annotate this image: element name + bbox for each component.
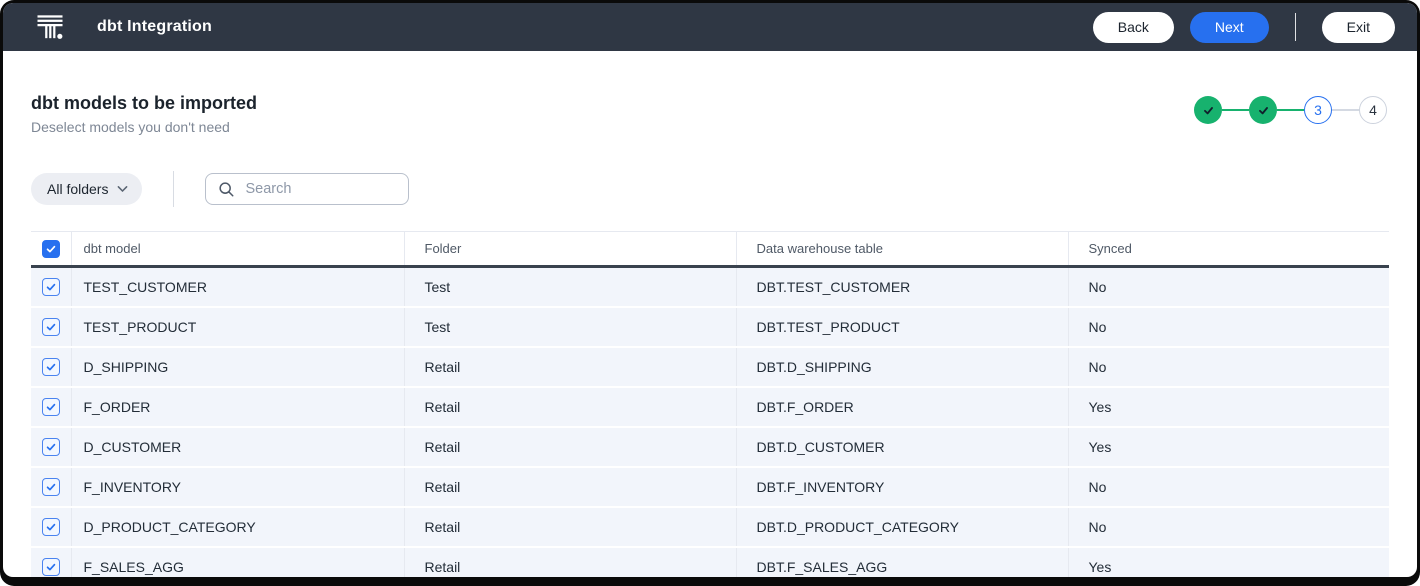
step-connector <box>1332 109 1359 111</box>
step-4-upcoming: 4 <box>1359 96 1387 124</box>
step-connector <box>1222 109 1249 111</box>
page-title: dbt models to be imported <box>31 91 257 115</box>
page-titles: dbt models to be imported Deselect model… <box>31 91 257 137</box>
step-3-active: 3 <box>1304 96 1332 124</box>
folder-filter-dropdown[interactable]: All folders <box>31 173 142 205</box>
search-box[interactable] <box>205 173 409 205</box>
table-header-row: dbt model Folder Data warehouse table Sy… <box>31 232 1389 267</box>
dbt-model-cell: D_PRODUCT_CATEGORY <box>71 507 404 547</box>
dbt-model-cell: TEST_PRODUCT <box>71 307 404 347</box>
filter-bar: All folders <box>31 171 1389 207</box>
column-header-dbt-model: dbt model <box>71 232 404 267</box>
app-header: dbt Integration Back Next Exit <box>3 3 1417 51</box>
warehouse-table-cell: DBT.D_SHIPPING <box>736 347 1068 387</box>
app-title: dbt Integration <box>97 18 212 36</box>
search-input[interactable] <box>245 181 396 197</box>
row-checkbox[interactable] <box>42 358 60 376</box>
dbt-model-cell: D_CUSTOMER <box>71 427 404 467</box>
table-body: TEST_CUSTOMER Test DBT.TEST_CUSTOMER No … <box>31 267 1389 578</box>
step-indicator: 3 4 <box>1194 96 1387 124</box>
filters-divider <box>173 171 174 207</box>
next-button[interactable]: Next <box>1190 12 1269 43</box>
warehouse-table-cell: DBT.TEST_PRODUCT <box>736 307 1068 347</box>
folder-cell: Retail <box>404 387 736 427</box>
synced-cell: Yes <box>1068 547 1389 578</box>
table-row: F_SALES_AGG Retail DBT.F_SALES_AGG Yes <box>31 547 1389 578</box>
folder-cell: Retail <box>404 347 736 387</box>
table-row: D_CUSTOMER Retail DBT.D_CUSTOMER Yes <box>31 427 1389 467</box>
row-checkbox[interactable] <box>42 558 60 576</box>
header-left: dbt Integration <box>35 12 212 42</box>
warehouse-table-cell: DBT.TEST_CUSTOMER <box>736 267 1068 307</box>
table-row: F_ORDER Retail DBT.F_ORDER Yes <box>31 387 1389 427</box>
dbt-model-cell: D_SHIPPING <box>71 347 404 387</box>
exit-button[interactable]: Exit <box>1322 12 1395 43</box>
warehouse-table-cell: DBT.D_PRODUCT_CATEGORY <box>736 507 1068 547</box>
table-row: D_SHIPPING Retail DBT.D_SHIPPING No <box>31 347 1389 387</box>
models-table: dbt model Folder Data warehouse table Sy… <box>31 231 1389 577</box>
table-header: dbt model Folder Data warehouse table Sy… <box>31 232 1389 267</box>
synced-cell: No <box>1068 307 1389 347</box>
header-divider <box>1295 13 1296 41</box>
chevron-down-icon <box>117 185 128 193</box>
step-1-complete <box>1194 96 1222 124</box>
synced-cell: Yes <box>1068 387 1389 427</box>
warehouse-table-cell: DBT.F_SALES_AGG <box>736 547 1068 578</box>
select-all-checkbox[interactable] <box>42 240 60 258</box>
synced-cell: No <box>1068 267 1389 307</box>
table-row: F_INVENTORY Retail DBT.F_INVENTORY No <box>31 467 1389 507</box>
synced-cell: No <box>1068 507 1389 547</box>
warehouse-table-cell: DBT.D_CUSTOMER <box>736 427 1068 467</box>
check-icon <box>1257 104 1270 117</box>
dbt-model-cell: F_SALES_AGG <box>71 547 404 578</box>
table-row: TEST_PRODUCT Test DBT.TEST_PRODUCT No <box>31 307 1389 347</box>
folder-filter-label: All folders <box>47 181 108 197</box>
step-connector <box>1277 109 1304 111</box>
table-row: TEST_CUSTOMER Test DBT.TEST_CUSTOMER No <box>31 267 1389 307</box>
column-header-warehouse-table: Data warehouse table <box>736 232 1068 267</box>
screenshot-frame: dbt Integration Back Next Exit dbt model… <box>0 0 1420 586</box>
page-head: dbt models to be imported Deselect model… <box>31 91 1389 137</box>
folder-cell: Retail <box>404 467 736 507</box>
dbt-model-cell: F_ORDER <box>71 387 404 427</box>
folder-cell: Test <box>404 307 736 347</box>
folder-cell: Retail <box>404 507 736 547</box>
table-row: D_PRODUCT_CATEGORY Retail DBT.D_PRODUCT_… <box>31 507 1389 547</box>
synced-cell: No <box>1068 467 1389 507</box>
synced-cell: No <box>1068 347 1389 387</box>
synced-cell: Yes <box>1068 427 1389 467</box>
folder-cell: Retail <box>404 427 736 467</box>
row-checkbox[interactable] <box>42 438 60 456</box>
main-content: dbt models to be imported Deselect model… <box>3 51 1417 577</box>
row-checkbox[interactable] <box>42 318 60 336</box>
thoughtspot-logo-icon <box>35 12 65 42</box>
step-2-complete <box>1249 96 1277 124</box>
folder-cell: Test <box>404 267 736 307</box>
column-header-synced: Synced <box>1068 232 1389 267</box>
warehouse-table-cell: DBT.F_INVENTORY <box>736 467 1068 507</box>
dbt-model-cell: TEST_CUSTOMER <box>71 267 404 307</box>
page-subtitle: Deselect models you don't need <box>31 118 257 137</box>
row-checkbox[interactable] <box>42 478 60 496</box>
app-window: dbt Integration Back Next Exit dbt model… <box>3 3 1417 577</box>
warehouse-table-cell: DBT.F_ORDER <box>736 387 1068 427</box>
header-actions: Back Next Exit <box>1093 12 1395 43</box>
row-checkbox[interactable] <box>42 518 60 536</box>
row-checkbox[interactable] <box>42 398 60 416</box>
check-icon <box>1202 104 1215 117</box>
column-header-folder: Folder <box>404 232 736 267</box>
search-icon <box>218 181 235 198</box>
dbt-model-cell: F_INVENTORY <box>71 467 404 507</box>
folder-cell: Retail <box>404 547 736 578</box>
row-checkbox[interactable] <box>42 278 60 296</box>
back-button[interactable]: Back <box>1093 12 1174 43</box>
